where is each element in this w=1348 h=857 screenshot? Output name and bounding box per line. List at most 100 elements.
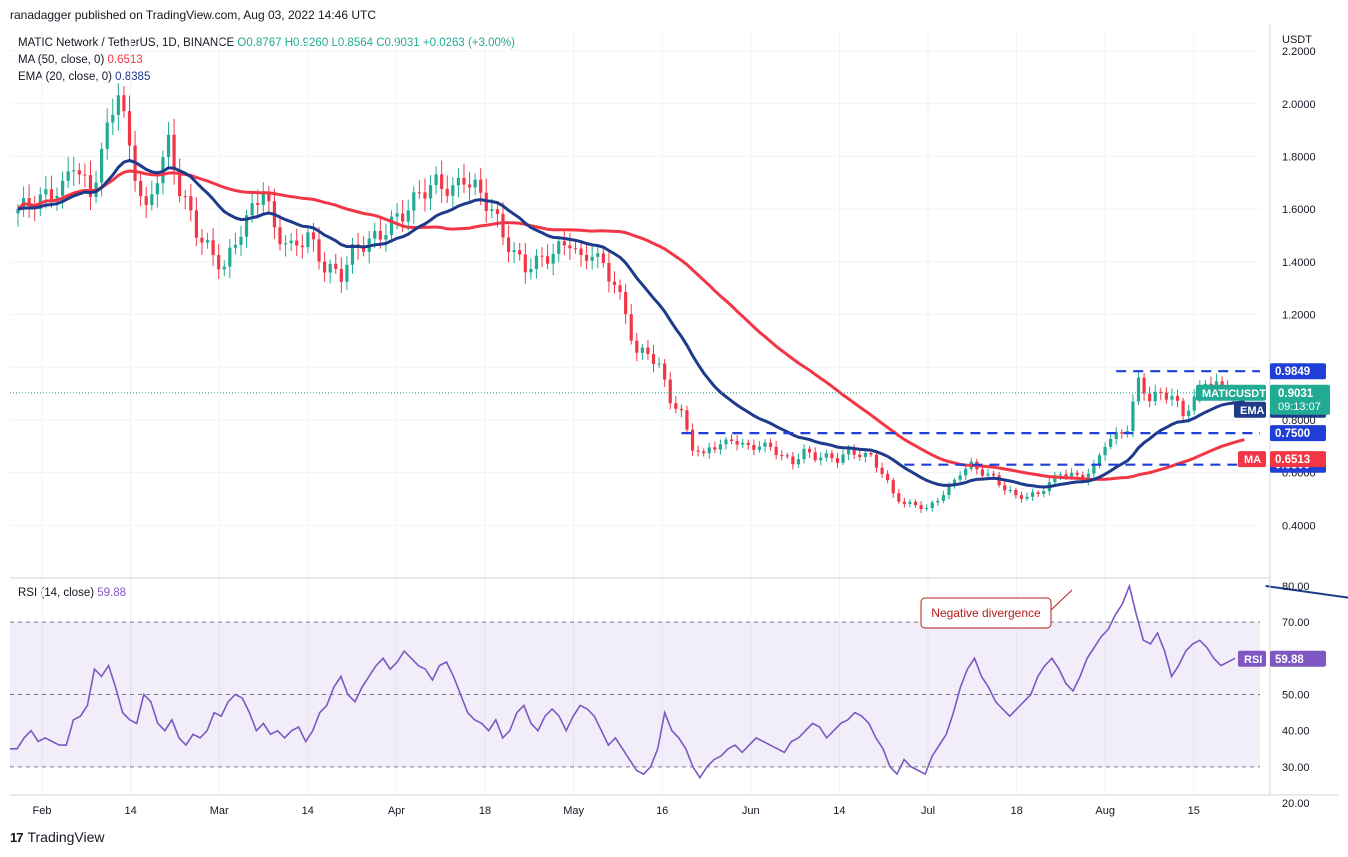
candle-body [1097,455,1102,465]
candle-body [289,240,293,244]
candle-body [339,268,343,282]
time-tick-label: 18 [479,805,491,817]
candle-body [401,213,405,222]
time-tick-label: Jul [921,805,935,817]
rsi-tick-label: 20.00 [1282,798,1310,810]
price-tick-label: 0.4000 [1282,520,1316,532]
candle-body [1175,396,1180,401]
candle-body [557,241,561,254]
candle-body [1014,489,1018,496]
last-price-bg [1270,384,1330,415]
candle-body [824,453,828,458]
candle-body [534,255,539,270]
horizontal-levels [681,370,1260,466]
annotation-pointer [1050,589,1073,611]
annotation-box [920,597,1052,629]
candle-body [551,253,555,264]
candle-body [295,240,299,246]
candle-body [735,441,739,445]
candle-body [38,194,42,210]
candle-body [1092,464,1096,474]
candle-body [239,236,243,245]
legend-ma-row[interactable]: MA (50, close, 0) 0.6513 [18,52,515,69]
candle-body [172,134,176,171]
price-tick-label: 2.2000 [1282,46,1316,58]
candle-body [802,448,806,460]
price-tick-label: 1.6000 [1282,204,1316,216]
candle-body [1159,391,1163,393]
candle-body [100,148,104,183]
y-axis-unit: USDT [1282,34,1312,46]
time-tick-label: Jun [742,805,760,817]
candle-body [590,256,594,261]
candle-body [925,507,929,510]
rsi-line [10,583,1236,780]
candle-body [936,500,940,503]
rsi-side-label: RSI [1244,654,1262,666]
candle-body [791,456,795,465]
time-tick-label: May [563,805,584,817]
time-tick-label: 14 [302,805,314,817]
candle-body [306,232,310,248]
legend-close: C0.9031 [376,37,420,49]
candle-body [311,232,316,240]
candle-body [869,452,873,455]
candle-body [378,230,382,240]
candlestick-series [16,83,1247,513]
indicator-overlays [10,158,1260,489]
candle-body [941,495,945,501]
candle-body [718,444,723,450]
candle-body [1120,432,1124,434]
rsi-tick-label: 50.00 [1282,690,1310,702]
candle-body [685,410,689,430]
tradingview-footer[interactable]: 17 TradingView [10,829,105,845]
candle-body [640,347,644,353]
candle-body [1036,492,1040,494]
candle-body [283,243,288,245]
candle-body [144,196,148,205]
legend-change: +0.0263 (+3.00%) [422,37,515,49]
candle-body [105,122,109,149]
candle-body [780,455,784,457]
symbol-side-label-bg [1196,384,1266,401]
candle-body [741,442,745,445]
time-tick-label: Feb [33,805,52,817]
candle-body [1214,381,1219,386]
candle-body [1164,392,1168,400]
candle-body [1058,474,1063,476]
main-legend: MATIC Network / TetherUS, 1D, BINANCE O0… [18,35,515,86]
candle-body [891,480,895,494]
rsi-legend[interactable]: RSI (14, close) 59.88 [18,587,126,599]
candle-body [49,189,54,200]
candle-body [256,203,260,205]
candle-body [858,454,862,458]
candle-body [44,189,48,195]
legend-symbol[interactable]: MATIC Network / TetherUS, 1D, BINANCE [18,37,235,49]
candle-body [690,429,695,451]
candle-body [261,192,265,205]
legend-ema-label: EMA (20, close, 0) [18,71,112,83]
candle-body [27,198,31,207]
rsi-tick-label: 80.00 [1282,581,1310,593]
price-tick-label: 0.8000 [1282,415,1316,427]
candle-body [651,353,656,364]
candle-body [618,285,622,292]
candle-body [350,244,355,265]
candle-body [72,170,76,172]
candle-body [540,255,544,257]
candle-body [947,486,951,496]
candle-body [579,248,583,255]
candle-body [1148,393,1152,402]
legend-ema-row[interactable]: EMA (20, close, 0) 0.8385 [18,69,515,86]
candle-body [501,213,505,238]
candle-body [451,185,455,196]
rsi-tick-label: 40.00 [1282,726,1310,738]
price-tick-label: 1.2000 [1282,310,1316,322]
candle-body [562,241,566,246]
tradingview-logo-icon: 17 [10,829,24,845]
candle-body [233,244,238,248]
candle-body [16,209,20,214]
candle-body [122,95,126,112]
candle-body [1064,474,1068,477]
